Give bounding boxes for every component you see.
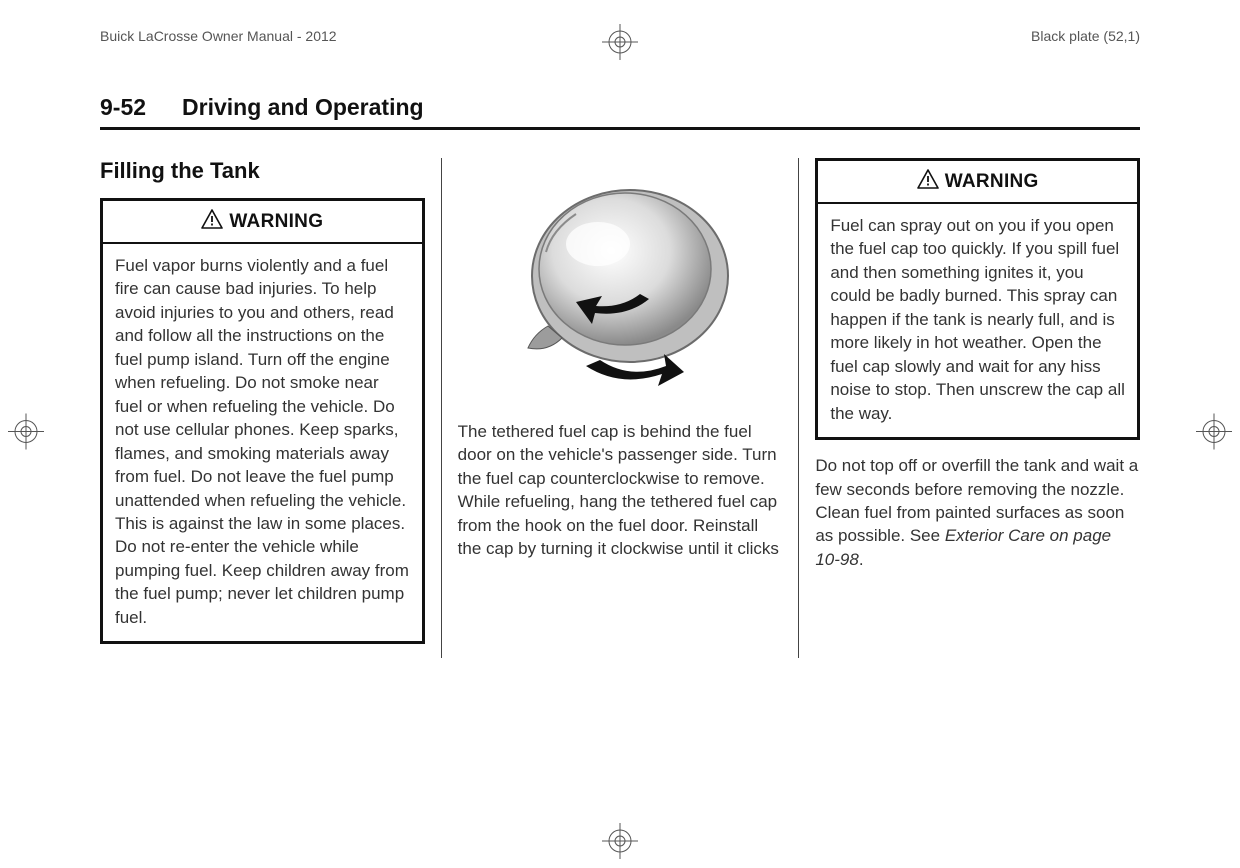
page-number: 9-52 bbox=[100, 94, 146, 121]
warning-box-1: WARNING Fuel vapor burns violently and a… bbox=[100, 198, 425, 644]
registration-mark-bottom-icon bbox=[602, 823, 638, 864]
chapter-title: Driving and Operating bbox=[182, 94, 424, 121]
warning-2-header: WARNING bbox=[818, 161, 1137, 204]
warning-1-label: WARNING bbox=[229, 211, 323, 232]
chapter-header: 9-52 Driving and Operating bbox=[100, 94, 1140, 130]
warning-1-header: WARNING bbox=[103, 201, 422, 244]
registration-mark-right-icon bbox=[1196, 414, 1232, 455]
plate-label: Black plate (52,1) bbox=[1031, 28, 1140, 44]
warning-triangle-icon bbox=[917, 169, 939, 195]
registration-mark-left-icon bbox=[8, 414, 44, 455]
fuel-cap-illustration bbox=[490, 166, 750, 406]
column-3-text: Do not top off or overfill the tank and … bbox=[815, 454, 1140, 571]
column-3: WARNING Fuel can spray out on you if you… bbox=[798, 158, 1140, 658]
column-1: Filling the Tank WARNING Fuel vapor burn… bbox=[100, 158, 441, 658]
column-2-text: The tethered fuel cap is behind the fuel… bbox=[458, 420, 783, 561]
warning-2-label: WARNING bbox=[945, 171, 1039, 192]
page: Buick LaCrosse Owner Manual - 2012 Black… bbox=[0, 0, 1240, 868]
manual-title: Buick LaCrosse Owner Manual - 2012 bbox=[100, 28, 337, 44]
col3-text-after: . bbox=[859, 550, 864, 569]
section-heading: Filling the Tank bbox=[100, 158, 425, 184]
warning-triangle-icon bbox=[201, 209, 223, 235]
content-columns: Filling the Tank WARNING Fuel vapor burn… bbox=[100, 158, 1140, 658]
warning-2-body: Fuel can spray out on you if you open th… bbox=[818, 204, 1137, 437]
registration-mark-top-icon bbox=[602, 24, 638, 65]
column-2: The tethered fuel cap is behind the fuel… bbox=[441, 158, 799, 658]
warning-box-2: WARNING Fuel can spray out on you if you… bbox=[815, 158, 1140, 440]
warning-1-body: Fuel vapor burns violently and a fuel fi… bbox=[103, 244, 422, 641]
